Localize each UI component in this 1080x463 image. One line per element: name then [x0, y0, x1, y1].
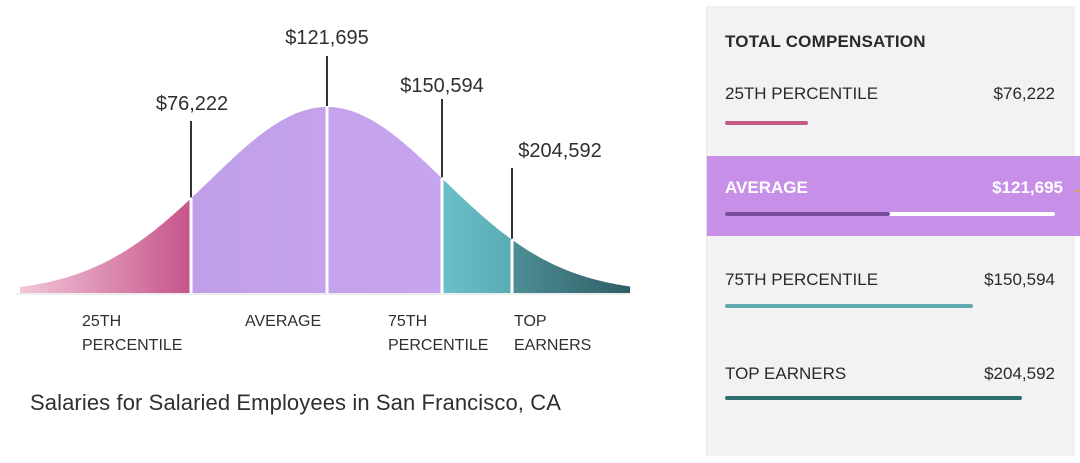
- category-label: 75TH: [388, 313, 427, 330]
- panel-title: TOTAL COMPENSATION: [725, 32, 926, 51]
- row-value: $121,695: [992, 178, 1063, 197]
- row-bar-fill: [725, 396, 1022, 400]
- marker-value-label: $150,594: [400, 75, 483, 97]
- category-label: PERCENTILE: [388, 337, 488, 354]
- row-bar-track: [725, 396, 1055, 400]
- row-bar-track: [725, 212, 1055, 216]
- row-label: 75TH PERCENTILE: [725, 270, 879, 289]
- marker-value-label: $76,222: [156, 93, 228, 115]
- salary-distribution-chart: $76,222 $121,695 $150,594 $204,592 25TH PERCE…: [16, 27, 630, 354]
- row-value: $150,594: [984, 270, 1055, 289]
- row-bar-track: [725, 121, 1055, 125]
- segment-average: [191, 107, 442, 293]
- row-label: TOP EARNERS: [725, 364, 847, 383]
- category-label: EARNERS: [514, 337, 591, 354]
- category-label: TOP: [514, 313, 547, 330]
- row-bar-fill: [725, 121, 808, 125]
- category-label: 25TH: [82, 313, 121, 330]
- chart-caption: Salaries for Salaried Employees in San F…: [30, 390, 561, 415]
- connector-tick: [1074, 190, 1080, 192]
- category-label: AVERAGE: [245, 313, 321, 330]
- row-bar-track: [725, 304, 1055, 308]
- row-bar-fill: [725, 212, 890, 216]
- row-bar-fill: [725, 304, 973, 308]
- row-label: AVERAGE: [725, 178, 808, 197]
- segment-top-earners: [512, 239, 630, 293]
- row-value: $204,592: [984, 364, 1055, 383]
- segment-75th-percentile: [442, 178, 512, 293]
- row-value: $76,222: [993, 84, 1055, 103]
- segment-25th-percentile: [20, 198, 191, 293]
- category-label: PERCENTILE: [82, 337, 182, 354]
- marker-value-label: $204,592: [518, 140, 601, 162]
- marker-value-label: $121,695: [285, 27, 368, 49]
- total-compensation-panel: TOTAL COMPENSATION 25TH PERCENTILE $76,2…: [706, 6, 1080, 456]
- row-average-highlighted[interactable]: AVERAGE $121,695: [707, 156, 1080, 236]
- row-label: 25TH PERCENTILE: [725, 84, 879, 103]
